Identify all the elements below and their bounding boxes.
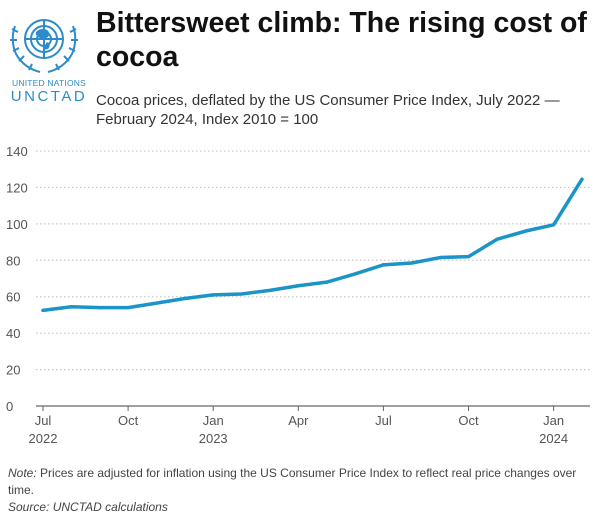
data-point: [154, 301, 159, 305]
x-tick-label: Jul: [35, 413, 52, 428]
y-tick-label: 80: [6, 253, 20, 268]
source-text: UNCTAD calculations: [52, 500, 168, 514]
data-point: [580, 177, 584, 181]
data-point: [211, 293, 215, 297]
y-tick-label: 60: [6, 290, 20, 305]
data-point: [98, 306, 102, 310]
chart-header: UNITED NATIONS UNCTAD Bittersweet climb:…: [0, 0, 600, 140]
data-point: [126, 306, 130, 310]
data-point: [239, 292, 244, 296]
data-point: [381, 263, 386, 267]
note-label: Note:: [8, 466, 37, 480]
x-tick-year-label: 2023: [199, 431, 228, 446]
un-logo: UNITED NATIONS UNCTAD: [6, 6, 86, 105]
y-tick-label: 140: [6, 144, 28, 159]
x-tick-label: Oct: [458, 413, 479, 428]
x-tick-year-label: 2024: [539, 431, 568, 446]
logo-line-unctad: UNCTAD: [10, 88, 88, 105]
data-point: [353, 272, 357, 276]
source: Source: UNCTAD calculations: [8, 499, 593, 516]
data-point: [325, 280, 329, 284]
data-point: [41, 308, 45, 312]
chart-plot-area: 0 20 40 60 80 100 120 140 Jul 2022 Oct Jan 2023 Apr J…: [6, 144, 590, 446]
un-emblem-icon: [10, 19, 78, 73]
y-tick-label: 120: [6, 180, 28, 195]
x-tick-label: Oct: [118, 413, 139, 428]
x-tick-year-label: 2022: [29, 431, 58, 446]
data-point: [466, 255, 471, 259]
x-tick-label: Jan: [543, 413, 564, 428]
data-point: [438, 255, 442, 260]
series-line: [41, 177, 584, 313]
y-tick-label: 40: [6, 326, 20, 341]
chart-title: Bittersweet climb: The rising cost of co…: [96, 7, 587, 73]
note-text: Prices are adjusted for inflation using …: [8, 466, 577, 497]
data-point: [69, 305, 73, 309]
data-point: [183, 296, 187, 301]
x-tick-label: Apr: [288, 413, 309, 428]
data-point: [268, 288, 272, 292]
source-label: Source:: [8, 500, 50, 514]
line-chart: 0 20 40 60 80 100 120 140 Jul 2022 Oct Jan 2023 Apr J…: [0, 140, 600, 456]
x-tick-label: Jan: [203, 413, 224, 428]
y-tick-label: 100: [6, 217, 28, 232]
note: Note: Prices are adjusted for inflation …: [8, 465, 593, 499]
data-point: [495, 237, 499, 241]
chart-footer: Note: Prices are adjusted for inflation …: [8, 465, 593, 516]
x-tick-label: Jul: [375, 413, 392, 428]
y-tick-label: 20: [6, 363, 20, 378]
data-point: [552, 223, 556, 227]
data-point: [296, 284, 300, 288]
data-point: [410, 261, 414, 265]
logo-line-un: UNITED NATIONS: [12, 78, 86, 88]
chart-subtitle: Cocoa prices, deflated by the US Consume…: [96, 92, 560, 128]
data-point: [523, 229, 527, 233]
y-tick-label: 0: [6, 399, 13, 414]
